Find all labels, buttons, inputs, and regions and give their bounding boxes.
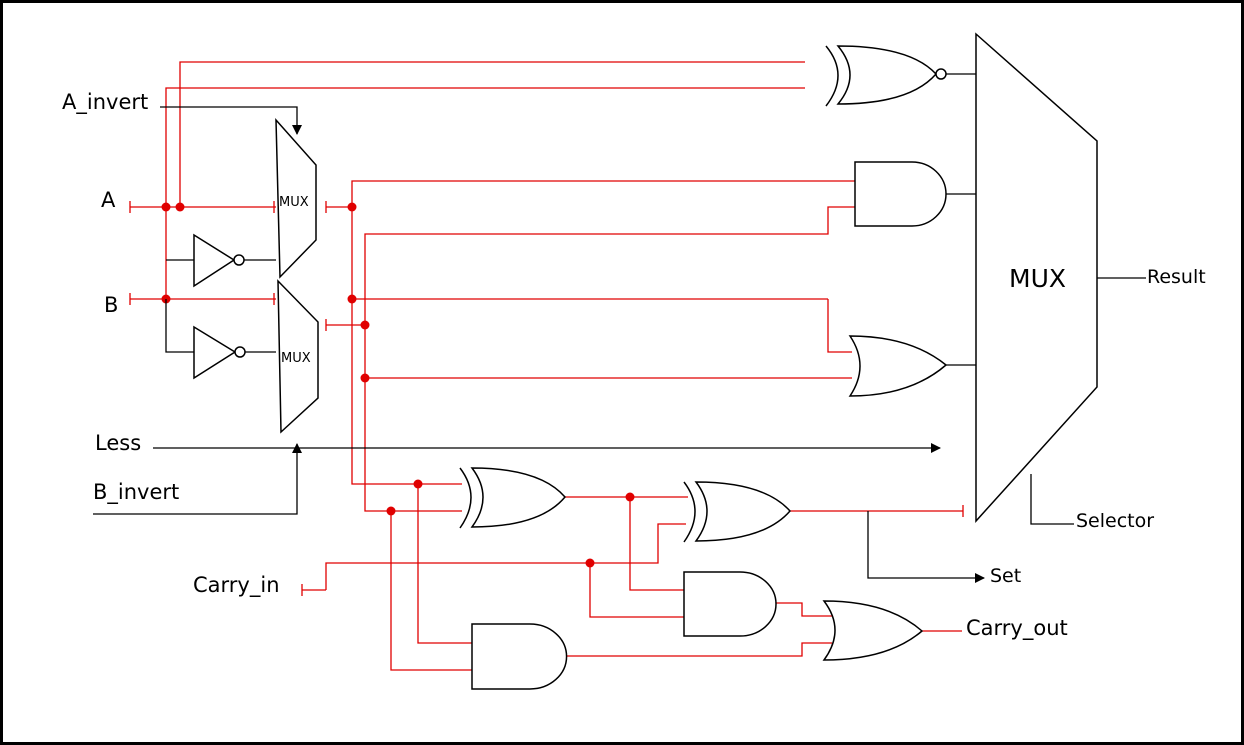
xor-gate-2 (683, 481, 792, 543)
selector-label: Selector (1076, 510, 1155, 532)
mux-a-shape (275, 117, 317, 279)
junction-dots (161, 202, 635, 568)
result-label: Result (1147, 266, 1206, 288)
mux-main-shape (975, 32, 1098, 523)
set-label: Set (990, 565, 1022, 587)
b-invert-label: B_invert (93, 480, 180, 504)
and-gate-carry-1 (683, 571, 777, 637)
a-input-label: A (101, 188, 116, 212)
carry-in-label: Carry_in (193, 573, 280, 597)
less-label: Less (95, 431, 142, 455)
and-gate-carry-2 (471, 623, 568, 690)
xnor-gate (825, 45, 947, 107)
or-gate-middle (848, 335, 948, 397)
or-gate-carry (822, 600, 924, 661)
inverter-a (193, 233, 245, 288)
b-input-label: B (104, 293, 119, 317)
carry-out-label: Carry_out (966, 616, 1068, 640)
and-gate-top (854, 161, 947, 227)
gates (193, 32, 1098, 690)
black-wires (93, 73, 1146, 583)
a-invert-label: A_invert (62, 90, 149, 114)
xor-gate-1 (459, 467, 566, 529)
red-wires (129, 61, 964, 671)
mux-b-label: MUX (281, 351, 311, 366)
mux-b-shape (277, 279, 319, 434)
mux-main-label: MUX (1009, 264, 1066, 293)
mux-a-label: MUX (279, 195, 309, 210)
inverter-b (193, 325, 246, 380)
